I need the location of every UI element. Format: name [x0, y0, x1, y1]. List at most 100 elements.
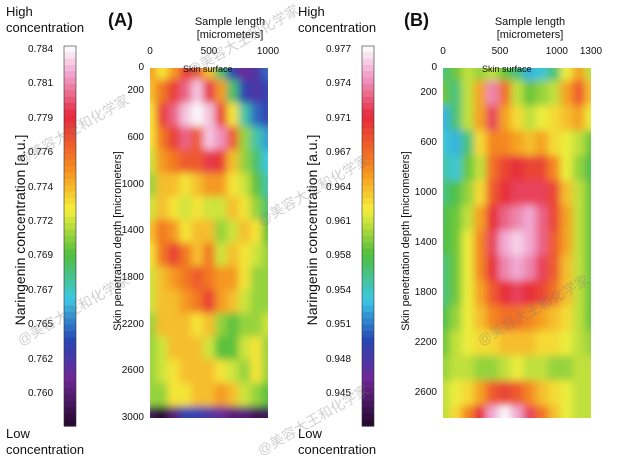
heatmap-cell — [203, 68, 216, 81]
heatmap-cell — [226, 359, 240, 384]
heatmap-cell — [214, 383, 228, 408]
heatmap-cell — [191, 313, 205, 338]
heatmap-cell — [486, 230, 500, 257]
colorbar-segment — [64, 331, 76, 338]
heatmap-cell — [584, 68, 591, 82]
heatmap-cell — [214, 359, 228, 384]
colorbar-segment — [64, 280, 76, 288]
heatmap-cell — [535, 205, 549, 232]
heatmap-cell — [572, 105, 586, 132]
heatmap-cell — [191, 68, 205, 81]
panel-b-label: (B) — [404, 10, 429, 30]
y-tick-label: 1000 — [414, 187, 437, 198]
heatmap-cell — [510, 305, 525, 332]
left-low-word: Low — [6, 426, 30, 441]
heatmap-cell — [155, 68, 169, 81]
heatmap-cell — [523, 105, 537, 132]
colorbar-segment — [64, 375, 76, 383]
heatmap-cell — [167, 383, 181, 408]
heatmap-cell — [203, 196, 216, 221]
heatmap-cell — [250, 149, 264, 174]
colorbar-segment — [64, 274, 76, 281]
heatmap-cell — [167, 406, 181, 418]
colorbar-segment — [64, 141, 76, 148]
colorbar-segment — [362, 84, 374, 91]
colorbar-segment — [362, 210, 374, 218]
heatmap-cell — [449, 405, 463, 418]
y-tick-label: 600 — [420, 137, 437, 148]
heatmap-cell — [179, 243, 193, 268]
heatmap-cell — [167, 289, 181, 314]
heatmap-cell — [238, 289, 252, 314]
heatmap-cell — [250, 219, 264, 244]
heatmap-cell — [262, 103, 268, 128]
x-tick-label: 0 — [147, 46, 153, 57]
heatmap-cell — [214, 173, 228, 198]
colorbar-segment — [64, 185, 76, 193]
colorbar-tick-label: 0.967 — [326, 147, 352, 159]
heatmap-cell — [523, 130, 537, 157]
heatmap-cell — [523, 80, 537, 107]
colorbar-segment — [362, 115, 374, 123]
heatmap-cell — [510, 130, 525, 157]
heatmap-cell — [167, 359, 181, 384]
heatmap-cell — [262, 219, 268, 244]
heatmap-cell — [191, 243, 205, 268]
heatmap-cell — [203, 243, 216, 268]
colorbar-segment — [64, 381, 76, 389]
heatmap-cell — [486, 380, 500, 407]
heatmap-cell — [547, 105, 562, 132]
heatmap-cell — [238, 266, 252, 291]
colorbar-segment — [64, 122, 76, 129]
colorbar-segment — [362, 299, 374, 307]
colorbar-tick-label: 0.961 — [326, 216, 352, 227]
heatmap-cell — [560, 355, 574, 382]
heatmap-cell — [250, 79, 264, 104]
heatmap-cell — [155, 313, 169, 338]
heatmap-cell — [584, 380, 591, 407]
heatmap-cell — [461, 305, 475, 332]
heatmap-cell — [473, 155, 488, 182]
heatmap-cell — [150, 149, 157, 174]
heatmap-cell — [167, 173, 181, 198]
heatmap-cell — [560, 130, 574, 157]
colorbar-segment — [362, 337, 374, 345]
heatmap-cell — [443, 180, 451, 207]
heatmap-cell — [535, 130, 549, 157]
heatmap-cell — [560, 330, 574, 357]
heatmap-cell — [262, 359, 268, 384]
heatmap-cell — [572, 230, 586, 257]
heatmap-cell — [214, 313, 228, 338]
colorbar-segment — [362, 236, 374, 243]
colorbar-segment — [64, 103, 76, 110]
heatmap-cell — [449, 280, 463, 307]
colorbar-segment — [64, 343, 76, 351]
heatmap-cell — [584, 355, 591, 382]
heatmap-cell — [473, 405, 488, 418]
heatmap-cell — [250, 289, 264, 314]
heatmap-cell — [547, 205, 562, 232]
heatmap-cell — [238, 173, 252, 198]
heatmap-cell — [179, 103, 193, 128]
heatmap-cell — [443, 355, 451, 382]
colorbar-segment — [362, 103, 374, 110]
colorbar-segment — [64, 46, 76, 53]
colorbar-segment — [64, 96, 76, 104]
colorbar-segment — [362, 204, 374, 212]
colorbar-segment — [362, 388, 374, 395]
heatmap-cell — [449, 355, 463, 382]
heatmap-cell — [167, 336, 181, 361]
heatmap-cell — [510, 180, 525, 207]
colorbar-segment — [362, 419, 374, 427]
heatmap-cell — [560, 255, 574, 282]
heatmap-cell — [214, 266, 228, 291]
heatmap-cell — [473, 68, 488, 82]
colorbar-segment — [362, 52, 374, 60]
heatmap-cell — [191, 266, 205, 291]
heatmap-cell — [535, 230, 549, 257]
heatmap-cell — [449, 80, 463, 107]
colorbar-segment — [64, 147, 76, 155]
heatmap-cell — [214, 149, 228, 174]
heatmap-cell — [572, 130, 586, 157]
heatmap-cell — [167, 149, 181, 174]
